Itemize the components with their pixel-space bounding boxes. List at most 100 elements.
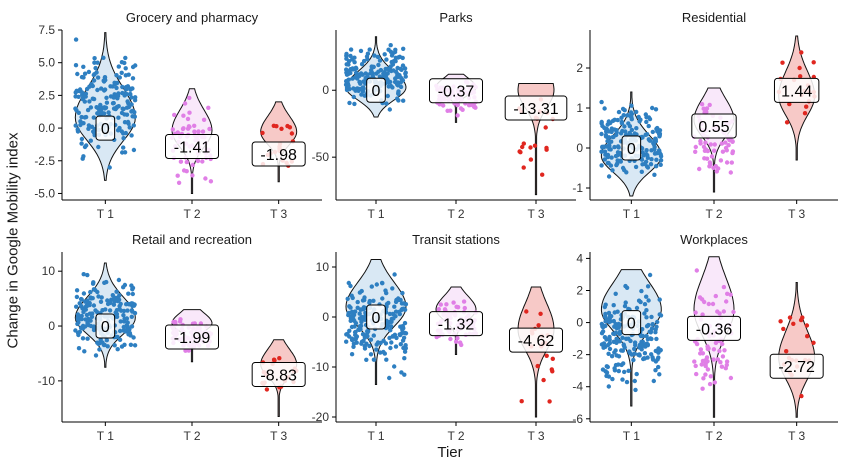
- data-point: [642, 356, 647, 361]
- data-point: [711, 165, 716, 171]
- data-point: [75, 127, 80, 132]
- data-point: [357, 327, 362, 333]
- x-tick-label: T 2: [447, 207, 464, 221]
- data-point: [90, 83, 96, 89]
- x-tick-label: T 3: [270, 429, 287, 443]
- y-tick-label: -10: [38, 374, 56, 388]
- data-point: [720, 341, 725, 347]
- data-point: [398, 84, 404, 90]
- data-point: [183, 348, 188, 353]
- data-point: [723, 140, 728, 145]
- data-point: [98, 337, 103, 342]
- data-point: [350, 76, 355, 81]
- data-point: [699, 362, 704, 367]
- data-point: [385, 93, 390, 99]
- data-point: [350, 295, 355, 301]
- data-point: [642, 302, 648, 307]
- data-point: [609, 155, 614, 160]
- mean-label-box: [95, 115, 116, 141]
- data-point: [708, 374, 713, 379]
- data-point: [549, 367, 554, 372]
- data-point: [371, 333, 376, 338]
- data-point: [698, 347, 704, 352]
- data-point: [649, 314, 654, 320]
- data-point: [75, 71, 80, 77]
- data-point: [401, 98, 406, 103]
- data-point: [603, 319, 608, 324]
- mean-label: -4.62: [518, 333, 555, 350]
- data-point: [85, 320, 90, 326]
- data-point: [650, 105, 655, 111]
- data-point: [604, 144, 609, 149]
- data-point: [622, 124, 627, 129]
- data-point: [115, 347, 120, 352]
- data-point: [524, 309, 529, 314]
- data-point: [83, 114, 89, 120]
- data-point: [720, 149, 726, 154]
- data-point: [387, 375, 392, 381]
- data-point: [110, 101, 116, 106]
- data-point: [633, 387, 638, 393]
- data-point: [200, 159, 205, 164]
- data-point: [126, 291, 131, 296]
- data-point: [79, 90, 85, 95]
- data-point: [102, 88, 107, 93]
- data-point: [359, 61, 365, 67]
- data-point: [81, 154, 86, 159]
- data-point: [610, 376, 615, 382]
- data-point: [374, 71, 379, 76]
- data-point: [802, 111, 808, 116]
- data-point: [604, 370, 610, 375]
- data-point: [721, 284, 727, 290]
- x-tick-label: T 1: [367, 207, 384, 221]
- data-point: [656, 350, 661, 355]
- data-point: [86, 69, 92, 75]
- data-point: [117, 337, 123, 342]
- data-point: [387, 335, 392, 341]
- y-tick-label: 4: [576, 251, 583, 265]
- data-point: [657, 297, 662, 302]
- data-point: [622, 345, 627, 350]
- data-point: [448, 336, 453, 342]
- data-point: [357, 311, 362, 316]
- data-point: [384, 101, 389, 106]
- data-point: [344, 53, 349, 58]
- data-point: [711, 347, 717, 352]
- data-point: [395, 71, 400, 77]
- data-point: [349, 352, 355, 357]
- data-point: [111, 106, 117, 111]
- data-point: [203, 176, 208, 181]
- x-axis-label: Tier: [437, 444, 463, 461]
- data-point: [704, 156, 710, 161]
- data-point: [372, 53, 377, 58]
- data-point: [119, 70, 124, 76]
- data-point: [647, 116, 653, 122]
- data-point: [396, 98, 401, 103]
- x-tick-label: T 3: [527, 429, 544, 443]
- data-point: [653, 139, 659, 144]
- mean-label-box: [687, 315, 741, 341]
- data-point: [712, 380, 717, 385]
- mean-label-box: [429, 78, 483, 104]
- data-point: [538, 311, 543, 316]
- data-point: [654, 336, 659, 342]
- data-point: [75, 321, 80, 327]
- data-point: [624, 379, 630, 385]
- data-point: [131, 123, 136, 128]
- data-point: [632, 378, 637, 384]
- data-point: [639, 169, 644, 174]
- data-point: [129, 133, 134, 138]
- data-point: [107, 308, 113, 313]
- data-point: [599, 163, 604, 168]
- data-point: [73, 90, 78, 95]
- data-point: [718, 360, 723, 365]
- data-point: [639, 288, 644, 294]
- data-point: [200, 129, 206, 134]
- data-point: [612, 117, 617, 123]
- data-point: [130, 291, 135, 297]
- data-point: [131, 147, 137, 153]
- data-point: [600, 367, 606, 372]
- data-point: [607, 346, 613, 352]
- x-tick-label: T 3: [788, 207, 805, 221]
- data-point: [401, 46, 406, 51]
